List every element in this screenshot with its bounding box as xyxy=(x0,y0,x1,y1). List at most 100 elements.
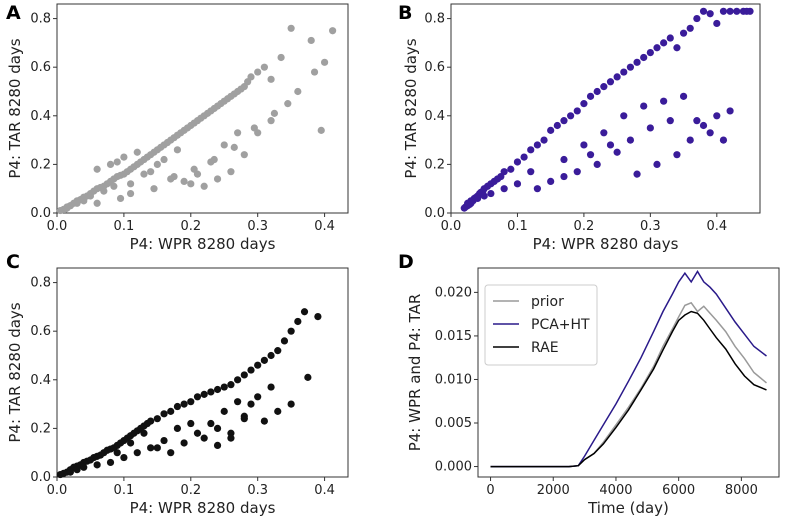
panel-a-point xyxy=(230,143,238,151)
panel-c-y-tick-label: 0.8 xyxy=(30,276,51,291)
panel-b-point xyxy=(533,185,541,193)
panel-b-point xyxy=(679,92,688,100)
panel-a-point xyxy=(61,205,69,213)
panel-a-y-tick-label: 0.8 xyxy=(30,12,51,27)
panel-b-scatter: 0.0 0.1 0.2 0.3 0.4 0.0 0.2 0.4 0.6 0.8 P4: WPR 82… xyxy=(402,3,761,253)
panel-b-point xyxy=(626,63,635,71)
panel-c-axes-frame xyxy=(56,267,349,478)
panel-b-point xyxy=(640,53,648,62)
panel-a-point xyxy=(213,175,222,183)
panel-b-point xyxy=(480,192,488,200)
panel-b-point xyxy=(513,158,522,166)
panel-b-point xyxy=(527,168,535,176)
panel-a-point xyxy=(133,148,141,156)
panel-a-point xyxy=(220,141,228,149)
panel-c-point xyxy=(213,385,222,394)
panel-c-point xyxy=(274,407,282,415)
panel-c-point xyxy=(314,313,322,321)
panel-b-point xyxy=(646,124,654,132)
panel-a-point xyxy=(200,182,208,190)
panel-b-point xyxy=(666,34,674,42)
panel-c-point xyxy=(113,449,121,457)
panel-b-point xyxy=(653,160,661,168)
panel-b-point xyxy=(500,168,508,176)
panel-a-point xyxy=(240,151,248,159)
panel-c-point xyxy=(267,383,275,391)
panel-d-x-tick-label: 6000 xyxy=(662,483,695,498)
panel-c-point xyxy=(200,390,208,398)
panel-b-point xyxy=(600,129,608,137)
panel-b-point xyxy=(620,112,628,120)
panel-b-point xyxy=(706,10,714,18)
panel-a-y-tick-label: 0.6 xyxy=(30,60,51,75)
panel-c-point xyxy=(213,424,222,432)
panel-b-point xyxy=(527,146,535,154)
panel-a-point xyxy=(153,160,161,168)
panel-b-point xyxy=(567,112,575,120)
panel-a-point xyxy=(267,75,275,83)
panel-b-point xyxy=(693,117,701,125)
panel-a-x-axis-label: P4: WPR 8280 days xyxy=(130,235,276,253)
panel-c-point xyxy=(200,434,208,442)
panel-a-y-axis-label: P4: TAR 8280 days xyxy=(6,38,24,178)
panel-a-point xyxy=(126,180,135,188)
panel-b-point xyxy=(726,107,734,115)
panel-c-point xyxy=(227,434,235,442)
panel-b-point xyxy=(719,7,728,15)
panel-d-y-tick-label: 0.020 xyxy=(435,285,472,300)
panel-b-point xyxy=(600,83,608,91)
panel-b-y-tick-label: 0.2 xyxy=(424,157,445,172)
panel-b-point xyxy=(613,73,621,81)
panel-b-point xyxy=(540,136,548,144)
panel-b-point xyxy=(633,58,641,66)
panel-a-point xyxy=(160,155,168,164)
panel-a-point xyxy=(150,185,158,193)
panel-d-x-tick-label: 8000 xyxy=(725,483,758,498)
panel-c-scatter: 0.0 0.1 0.2 0.3 0.4 0.0 0.2 0.4 0.6 0.8 P4: WPR 82… xyxy=(6,267,349,517)
panel-b-point xyxy=(660,39,668,47)
panel-b-point xyxy=(726,7,734,15)
panel-b-point xyxy=(706,129,714,137)
panel-d-y-tick-label: 0.000 xyxy=(435,460,472,475)
panel-a-point xyxy=(247,73,255,81)
panel-c-point xyxy=(287,327,295,335)
panel-c-point xyxy=(120,453,128,462)
panel-b-y-tick-label: 0.8 xyxy=(424,12,445,27)
panel-b-point xyxy=(686,24,694,32)
panel-a-point xyxy=(147,168,155,176)
panel-a-point xyxy=(260,63,268,71)
panel-c-point xyxy=(304,373,312,381)
panel-b-point xyxy=(699,121,708,130)
panel-a-x-tick-label: 0.1 xyxy=(114,219,135,234)
panel-c-point xyxy=(193,429,202,437)
panel-c-point xyxy=(66,468,74,476)
panel-a-y-tick-label: 0.4 xyxy=(30,109,51,124)
panel-b-point xyxy=(464,199,472,207)
panel-b-y-tick-label: 0.4 xyxy=(424,109,445,124)
panel-b-point xyxy=(640,102,648,110)
panel-c-point xyxy=(173,424,182,432)
panel-c-point xyxy=(187,419,195,428)
panel-b-point xyxy=(613,148,621,156)
panel-b-point xyxy=(573,168,581,176)
panel-b-x-tick-label: 0.0 xyxy=(441,219,462,234)
panel-c-point xyxy=(247,400,255,408)
panel-c-point xyxy=(80,463,88,471)
panel-b-point xyxy=(487,189,495,198)
panel-c-point xyxy=(187,398,195,406)
panel-b-point xyxy=(586,151,595,159)
panel-c-point xyxy=(274,347,282,355)
panel-label-d: D xyxy=(398,251,414,273)
panel-d-x-tick-label: 2000 xyxy=(537,483,570,498)
panel-a-point xyxy=(320,58,329,66)
panel-a-point xyxy=(170,172,178,181)
panel-d-legend-box xyxy=(484,284,598,366)
panel-a-point xyxy=(329,27,337,35)
panel-a-point xyxy=(173,146,182,154)
panel-b-point xyxy=(626,136,635,144)
panel-a-point xyxy=(93,165,101,173)
panel-a-point xyxy=(317,126,325,134)
panel-a-point xyxy=(126,189,135,198)
panel-c-point xyxy=(260,417,268,425)
panel-d-line-chart: 0 2000 4000 6000 8000 0.000 0.005 0.010 0.015 0.0… xyxy=(406,267,780,517)
